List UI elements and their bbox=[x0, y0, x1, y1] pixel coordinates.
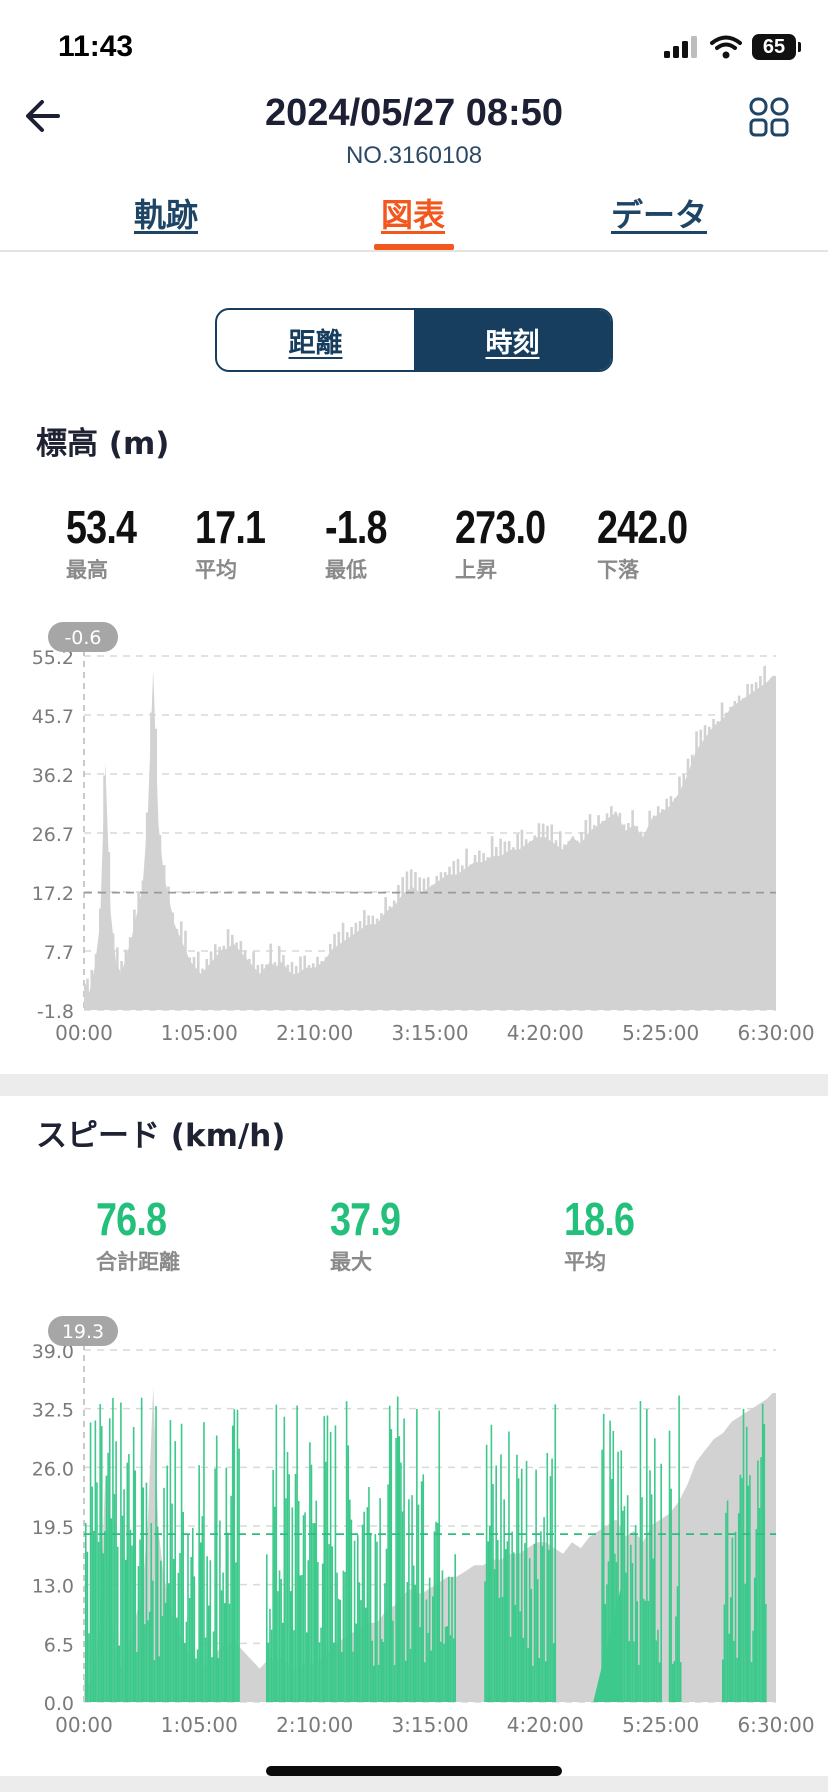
stat-label: 合計距離 bbox=[96, 1250, 180, 1274]
x-tick-label: 5:25:00 bbox=[622, 1021, 699, 1042]
badge-label: 19.3 bbox=[62, 1321, 104, 1343]
stat-label: 平均 bbox=[564, 1250, 606, 1274]
x-tick-label: 3:15:00 bbox=[391, 1713, 468, 1737]
value-badge: 19.3 bbox=[48, 1316, 118, 1346]
y-tick-label: 17.2 bbox=[32, 883, 74, 905]
status-time: 11:43 bbox=[58, 30, 134, 63]
x-tick-label: 3:15:00 bbox=[391, 1021, 468, 1042]
y-tick-label: 26.7 bbox=[32, 824, 74, 846]
elevation-title: 標高 (m) bbox=[36, 426, 170, 462]
elevation-chart[interactable]: -1.8 7.7 17.2 26.7 36.2 45.7 55.2 00:00 1:05:00 2… bbox=[0, 612, 828, 1042]
y-tick-label: 7.7 bbox=[44, 942, 74, 964]
elevation-stat-min: -1.8 最低 bbox=[325, 500, 400, 584]
wifi-icon bbox=[710, 35, 742, 59]
stat-label: 下落 bbox=[597, 558, 639, 582]
battery-indicator: 65 bbox=[752, 34, 801, 60]
x-tick-label: 6:30:00 bbox=[737, 1021, 814, 1042]
segment-distance[interactable]: 距離 bbox=[288, 327, 343, 359]
y-tick-label: 39.0 bbox=[32, 1341, 74, 1363]
y-tick-label: 6.5 bbox=[44, 1634, 74, 1656]
stat-label: 最低 bbox=[325, 558, 367, 582]
tab-track[interactable]: 軌跡 bbox=[134, 196, 199, 234]
status-icons: 65 bbox=[664, 34, 801, 60]
tab-chart[interactable]: 図表 bbox=[381, 196, 446, 234]
page-title: 2024/05/27 08:50 bbox=[265, 92, 563, 134]
segment-time[interactable]: 時刻 bbox=[414, 310, 611, 370]
stat-label: 最大 bbox=[330, 1250, 372, 1274]
home-indicator[interactable] bbox=[266, 1766, 562, 1776]
elevation-stat-ascent: 273.0 上昇 bbox=[455, 500, 565, 584]
badge-label: -0.6 bbox=[64, 627, 101, 649]
elevation-stat-descent: 242.0 下落 bbox=[597, 500, 707, 584]
back-arrow-icon[interactable] bbox=[22, 96, 72, 136]
badge-bg bbox=[48, 1316, 118, 1346]
speed-title: スピード (km/h) bbox=[36, 1118, 286, 1154]
x-tick-label: 6:30:00 bbox=[737, 1713, 814, 1737]
y-tick-label: 26.0 bbox=[32, 1458, 74, 1480]
stat-value: 17.1 bbox=[195, 501, 266, 553]
x-tick-label: 5:25:00 bbox=[622, 1713, 699, 1737]
x-tick-label: 4:20:00 bbox=[507, 1713, 584, 1737]
y-tick-label: 36.2 bbox=[32, 765, 74, 787]
speed-stat-avg: 18.6 平均 bbox=[564, 1192, 650, 1276]
section-separator bbox=[0, 1074, 828, 1096]
x-tick-label: 1:05:00 bbox=[161, 1713, 238, 1737]
x-tick-label: 00:00 bbox=[55, 1021, 113, 1042]
stat-value: 53.4 bbox=[66, 501, 137, 553]
x-tick-label: 1:05:00 bbox=[161, 1021, 238, 1042]
speed-chart[interactable]: 0.0 6.5 13.0 19.5 26.0 32.5 39.0 00:00 1:05:00 2:… bbox=[0, 1306, 828, 1746]
stat-label: 平均 bbox=[195, 558, 237, 582]
tab-data[interactable]: データ bbox=[611, 196, 708, 234]
y-tick-label: 0.0 bbox=[44, 1693, 74, 1715]
x-tick-label: 4:20:00 bbox=[507, 1021, 584, 1042]
speed-ramp bbox=[593, 1584, 622, 1702]
stat-value: 76.8 bbox=[96, 1193, 167, 1245]
stat-value: 18.6 bbox=[564, 1193, 635, 1245]
stat-value: 273.0 bbox=[455, 501, 546, 553]
y-tick-label: 55.2 bbox=[32, 647, 74, 669]
record-number: NO.3160108 bbox=[345, 142, 483, 169]
tab-divider bbox=[0, 250, 828, 252]
stat-value: -1.8 bbox=[325, 501, 388, 553]
value-badge: -0.6 bbox=[48, 622, 118, 652]
bottom-strip bbox=[0, 1776, 828, 1792]
y-tick-label: 32.5 bbox=[32, 1400, 74, 1422]
stat-label: 最高 bbox=[66, 558, 108, 582]
speed-stat-max: 37.9 最大 bbox=[330, 1192, 416, 1276]
x-tick-label: 2:10:00 bbox=[276, 1713, 353, 1737]
elevation-stat-avg: 17.1 平均 bbox=[195, 500, 281, 584]
badge-bg bbox=[48, 622, 118, 652]
y-tick-label: 45.7 bbox=[32, 706, 74, 728]
y-tick-label: -1.8 bbox=[37, 1001, 74, 1023]
y-tick-label: 19.5 bbox=[32, 1517, 74, 1539]
stat-value: 242.0 bbox=[597, 501, 688, 553]
x-tick-label: 2:10:00 bbox=[276, 1021, 353, 1042]
active-tab-indicator bbox=[374, 244, 454, 250]
speed-stat-distance: 76.8 合計距離 bbox=[96, 1192, 182, 1276]
axis-mode-segmented-control: 距離 時刻 bbox=[215, 308, 613, 372]
elevation-stat-max: 53.4 最高 bbox=[66, 500, 152, 584]
grid-menu-icon[interactable] bbox=[748, 96, 790, 138]
y-tick-label: 13.0 bbox=[32, 1576, 74, 1598]
stat-value: 37.9 bbox=[330, 1193, 401, 1245]
cellular-signal-icon bbox=[664, 36, 697, 58]
x-tick-label: 00:00 bbox=[55, 1713, 113, 1737]
stat-label: 上昇 bbox=[455, 558, 497, 582]
